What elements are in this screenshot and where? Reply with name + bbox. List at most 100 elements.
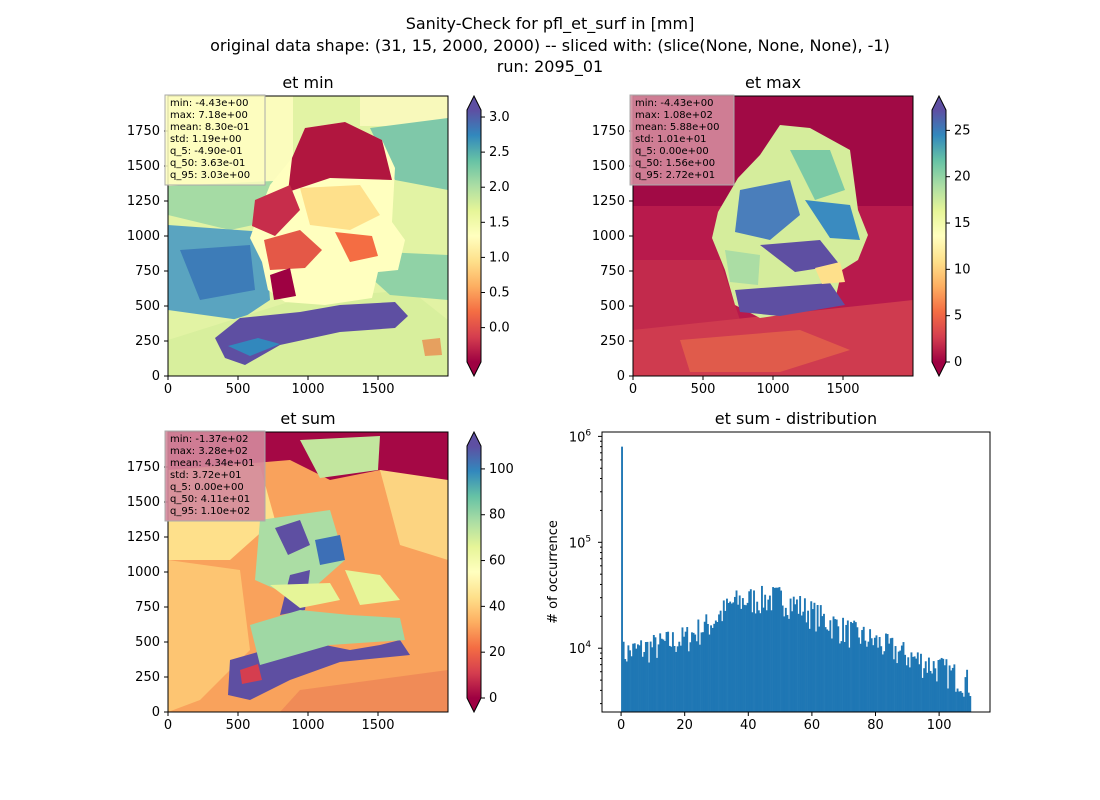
panel-et-min: 0 500 1000 1500 0 250 500 750 1000 1250 … bbox=[127, 73, 510, 397]
histogram-bar bbox=[636, 644, 639, 712]
colorbar-et-sum: 0 20 40 60 80 100 bbox=[466, 430, 514, 714]
histogram-bar bbox=[673, 645, 676, 712]
histogram-bar bbox=[886, 634, 889, 712]
histogram-bar bbox=[735, 590, 738, 712]
stat-text: mean: 4.34e+01 bbox=[170, 458, 254, 469]
histogram-bar bbox=[667, 631, 670, 712]
histogram-bar bbox=[654, 637, 657, 712]
histogram-bar bbox=[918, 664, 921, 712]
histogram-bar bbox=[891, 637, 894, 712]
histogram-bar bbox=[823, 613, 825, 712]
x-tick-label: 0 bbox=[164, 718, 172, 733]
y-tick-label: 0 bbox=[152, 369, 160, 384]
colorbar-tick-label: 25 bbox=[954, 123, 971, 138]
histogram-bar bbox=[641, 656, 644, 712]
histogram-bar bbox=[716, 621, 719, 712]
histogram-bar bbox=[912, 656, 914, 712]
colorbar-tick-label: 2.5 bbox=[489, 145, 510, 160]
stats-box-et-sum: min: -1.37e+02 max: 3.28e+02 mean: 4.34e… bbox=[164, 430, 266, 522]
histogram-bar bbox=[865, 646, 868, 712]
figure-title-line2: original data shape: (31, 15, 2000, 2000… bbox=[210, 36, 890, 55]
figure-title-line3: run: 2095_01 bbox=[496, 57, 604, 76]
histogram-bar bbox=[651, 647, 654, 712]
histogram-bar bbox=[808, 628, 811, 712]
colorbar-tick-label: 20 bbox=[489, 645, 506, 660]
histogram-bar bbox=[622, 641, 625, 712]
histogram-bar bbox=[730, 603, 733, 712]
histogram-bar bbox=[638, 645, 641, 712]
histogram-bar bbox=[948, 665, 951, 712]
histogram-bar bbox=[745, 605, 748, 712]
histogram-bar bbox=[923, 668, 926, 712]
y-tick-label: 1250 bbox=[127, 194, 160, 209]
colorbar-tick-label: 1.0 bbox=[489, 250, 510, 265]
histogram-bar bbox=[850, 621, 852, 712]
histogram-bar bbox=[721, 621, 724, 712]
histogram-bar bbox=[699, 644, 701, 712]
histogram-bar bbox=[942, 658, 945, 712]
histogram-bar bbox=[969, 696, 972, 712]
histogram-bar bbox=[826, 629, 829, 712]
histogram-bar bbox=[846, 620, 849, 712]
histogram-bar bbox=[684, 631, 687, 712]
histogram-bar bbox=[810, 601, 813, 712]
histogram-bar bbox=[633, 643, 636, 712]
panel-title-et-min: et min bbox=[282, 73, 333, 92]
y-ticks-et-sum: 0 250 500 750 1000 1250 1500 1750 bbox=[127, 460, 168, 720]
histogram-bar bbox=[764, 594, 767, 712]
histogram-bar bbox=[761, 585, 763, 712]
histogram-bar bbox=[958, 691, 961, 712]
y-tick-label: 1000 bbox=[127, 229, 160, 244]
histogram-bar bbox=[770, 610, 773, 712]
histogram-bar bbox=[768, 595, 771, 712]
histogram-bar bbox=[832, 616, 835, 712]
histogram-bar bbox=[692, 632, 695, 712]
histogram-bar bbox=[683, 636, 685, 712]
y-tick-label: 104 bbox=[569, 640, 592, 657]
stat-text: q_5: 0.00e+00 bbox=[635, 146, 709, 157]
histogram-bar bbox=[783, 616, 786, 712]
histogram-bar bbox=[913, 656, 916, 712]
x-tick-label: 1500 bbox=[361, 718, 394, 733]
histogram-bar bbox=[959, 691, 962, 712]
histogram-bar bbox=[727, 602, 730, 712]
histogram-bars bbox=[621, 446, 972, 712]
x-tick-label: 0 bbox=[617, 718, 625, 733]
histogram-bar bbox=[889, 638, 892, 712]
histogram-bar bbox=[872, 645, 875, 712]
histogram-bar bbox=[791, 611, 794, 712]
stat-text: mean: 8.30e-01 bbox=[170, 122, 250, 133]
histogram-bar bbox=[676, 646, 679, 712]
y-axis-label-distribution: # of occurrence bbox=[546, 520, 561, 624]
histogram-bar bbox=[897, 651, 900, 712]
histogram-bar bbox=[778, 587, 781, 712]
y-tick-label: 750 bbox=[600, 264, 625, 279]
histogram-bar bbox=[797, 613, 800, 712]
histogram-bar bbox=[697, 619, 700, 712]
y-tick-label: 0 bbox=[152, 705, 160, 720]
histogram-bar bbox=[881, 654, 884, 712]
figure-title-line1: Sanity-Check for pfl_et_surf in [mm] bbox=[405, 14, 695, 33]
histogram-bar bbox=[648, 662, 651, 712]
histogram-bar bbox=[956, 688, 959, 712]
x-tick-label: 0 bbox=[629, 382, 637, 397]
histogram-bar bbox=[821, 616, 824, 712]
histogram-bar bbox=[864, 640, 867, 712]
histogram-bar bbox=[792, 596, 795, 712]
stats-box-et-min: min: -4.43e+00 max: 7.18e+00 mean: 8.30e… bbox=[164, 94, 266, 186]
histogram-bar bbox=[627, 645, 630, 712]
histogram-bar bbox=[748, 591, 751, 712]
histogram-bar bbox=[805, 622, 808, 712]
histogram-bar bbox=[816, 605, 819, 712]
histogram-bar bbox=[759, 613, 762, 712]
histogram-bar bbox=[854, 622, 857, 712]
histogram-bar bbox=[780, 590, 782, 712]
histogram-bar bbox=[794, 604, 797, 712]
histogram-bar bbox=[961, 692, 964, 712]
histogram-bar bbox=[851, 623, 854, 712]
y-tick-label: 250 bbox=[600, 334, 625, 349]
histogram-bar bbox=[705, 614, 708, 712]
histogram-bar bbox=[710, 625, 713, 712]
histogram-bar bbox=[873, 637, 876, 712]
histogram-bar bbox=[702, 632, 705, 712]
